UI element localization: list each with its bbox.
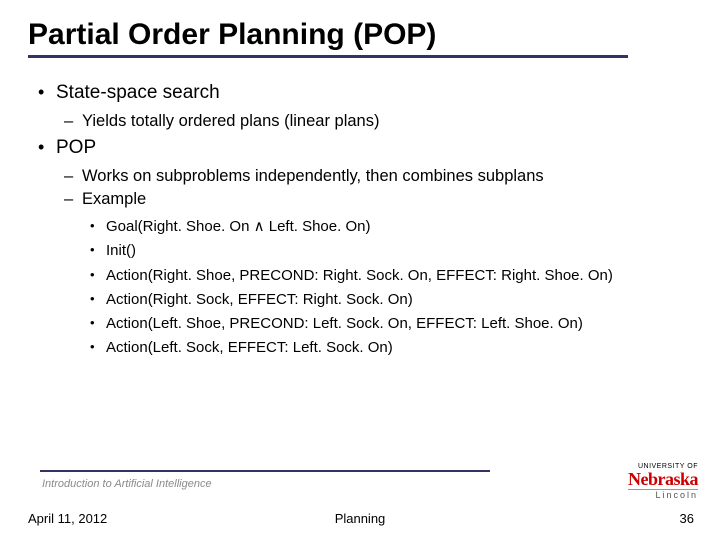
bullet-text: Action(Left. Shoe, PRECOND: Left. Sock. …	[106, 315, 583, 332]
bullet-text: Action(Right. Shoe, PRECOND: Right. Sock…	[106, 267, 613, 284]
bullet-lvl2: Works on subproblems independently, then…	[56, 167, 692, 186]
bullet-text: Goal(Right. Shoe. On ∧ Left. Shoe. On)	[106, 218, 370, 235]
bullet-text: Example	[82, 190, 146, 208]
footer-page-number: 36	[680, 511, 694, 526]
bullet-text: Works on subproblems independently, then…	[82, 167, 544, 185]
slide-content: State-space search Yields totally ordere…	[28, 82, 692, 359]
bullet-lvl3: Goal(Right. Shoe. On ∧ Left. Shoe. On)	[82, 217, 692, 237]
bullet-lvl3: Action(Right. Shoe, PRECOND: Right. Sock…	[82, 266, 692, 286]
bullet-lvl3: Action(Right. Sock, EFFECT: Right. Sock.…	[82, 290, 692, 310]
logo-main: Nebraska	[628, 470, 698, 488]
slide: Partial Order Planning (POP) State-space…	[0, 0, 720, 540]
bullet-text: State-space search	[56, 82, 220, 103]
footer-center: Planning	[0, 511, 720, 526]
bullet-text: Action(Right. Sock, EFFECT: Right. Sock.…	[106, 291, 413, 308]
slide-title: Partial Order Planning (POP)	[28, 18, 692, 52]
bullet-lvl2: Example Goal(Right. Shoe. On ∧ Left. Sho…	[56, 190, 692, 359]
bullet-lvl3: Action(Left. Shoe, PRECOND: Left. Sock. …	[82, 314, 692, 334]
logo-subtitle: Lincoln	[628, 489, 698, 500]
university-logo: UNIVERSITY OF Nebraska Lincoln	[628, 463, 698, 500]
footer-rule	[40, 470, 490, 472]
bullet-lvl3: Init()	[82, 241, 692, 261]
bullet-text: POP	[56, 137, 96, 158]
footer-course: Introduction to Artificial Intelligence	[42, 478, 212, 490]
bullet-lvl1: State-space search Yields totally ordere…	[34, 82, 692, 131]
bullet-text: Yields totally ordered plans (linear pla…	[82, 112, 379, 130]
bullet-text: Init()	[106, 242, 136, 259]
bullet-lvl2: Yields totally ordered plans (linear pla…	[56, 112, 692, 131]
bullet-text: Action(Left. Sock, EFFECT: Left. Sock. O…	[106, 339, 393, 356]
bullet-lvl1: POP Works on subproblems independently, …	[34, 137, 692, 359]
bullet-lvl3: Action(Left. Sock, EFFECT: Left. Sock. O…	[82, 338, 692, 358]
title-underline	[28, 55, 628, 58]
